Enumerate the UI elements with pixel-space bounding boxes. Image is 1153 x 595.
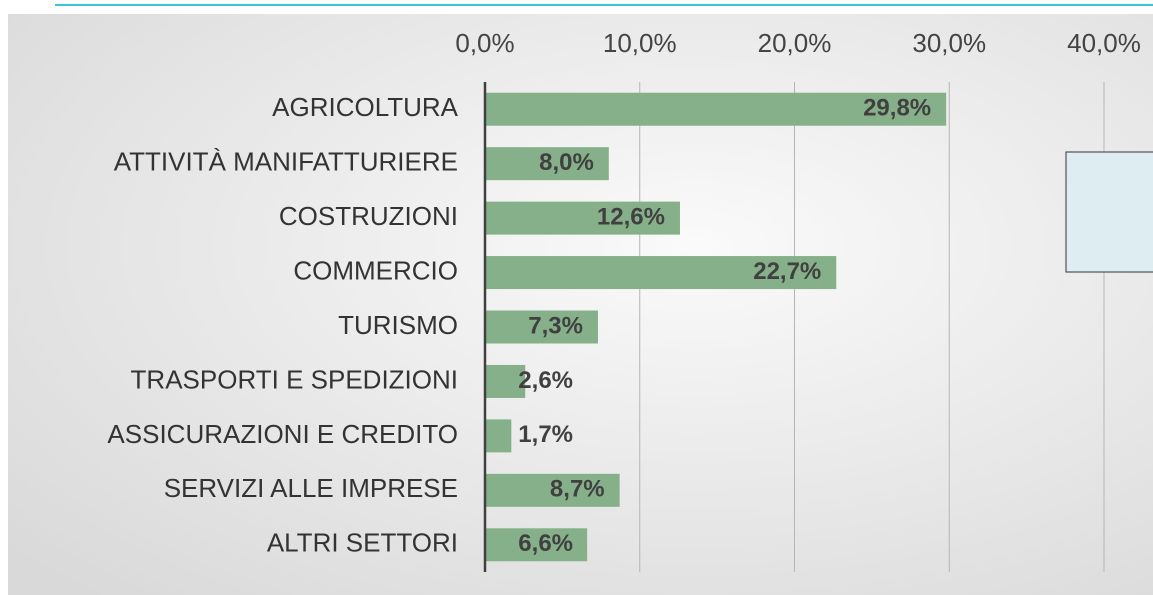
data-label: 2,6% (518, 367, 573, 394)
y-tick-label: AGRICOLTURA (272, 92, 459, 122)
data-label: 8,7% (550, 476, 605, 503)
y-tick-label: COMMERCIO (293, 255, 458, 285)
bar (485, 201, 680, 235)
data-label: 1,7% (518, 421, 573, 448)
y-tick-label: COSTRUZIONI (279, 201, 458, 231)
overlay-box (1065, 151, 1153, 273)
x-tick-label: 0,0% (455, 28, 514, 58)
data-label: 29,8% (863, 95, 931, 122)
bar (485, 419, 512, 453)
y-tick-label: SERVIZI ALLE IMPRESE (164, 473, 458, 503)
data-label: 8,0% (539, 149, 594, 176)
bar (485, 147, 609, 181)
bar (485, 310, 598, 344)
bar (485, 92, 947, 126)
x-tick-label: 30,0% (912, 28, 986, 58)
y-tick-label: TRASPORTI E SPEDIZIONI (131, 364, 458, 394)
y-tick-label: TURISMO (338, 310, 458, 340)
data-label: 12,6% (597, 203, 665, 230)
bar (485, 528, 588, 562)
bar (485, 473, 620, 507)
x-tick-label: 40,0% (1067, 28, 1141, 58)
y-tick-label: ASSICURAZIONI E CREDITO (107, 419, 458, 449)
data-label: 7,3% (528, 312, 583, 339)
data-label: 22,7% (753, 258, 821, 285)
y-tick-label: ATTIVITÀ MANIFATTURIERE (114, 147, 458, 177)
bar (485, 364, 526, 398)
bar (485, 256, 837, 290)
x-tick-label: 20,0% (758, 28, 832, 58)
plot-area: 0,0% 10,0% 20,0% 30,0% 40,0% AGRICOLTURA 29,8%… (107, 28, 1141, 572)
data-label: 6,6% (518, 530, 573, 557)
y-tick-label: ALTRI SETTORI (267, 528, 458, 558)
x-tick-label: 10,0% (603, 28, 677, 58)
